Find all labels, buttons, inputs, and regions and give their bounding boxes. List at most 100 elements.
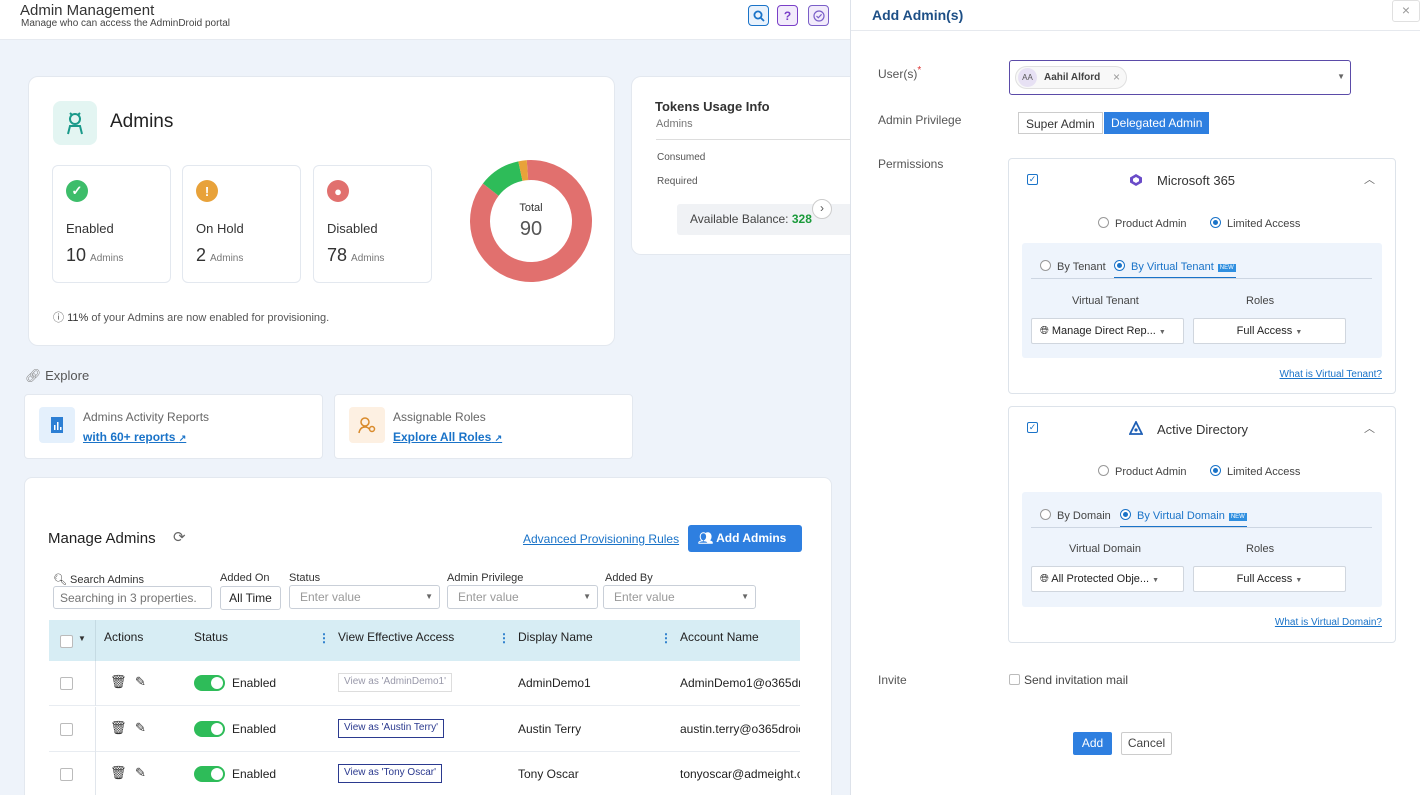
new-badge: NEW — [1228, 513, 1247, 521]
stat-enabled[interactable]: ✓ Enabled 10 Admins — [52, 165, 171, 283]
limited-access-radio[interactable]: Limited Access — [1210, 465, 1300, 478]
search-input[interactable] — [53, 586, 212, 609]
status-toggle[interactable] — [194, 675, 225, 691]
donut-segment-on-hold[interactable] — [518, 160, 529, 181]
explore-item-roles[interactable]: Assignable Roles Explore All Roles ↗ — [334, 394, 633, 459]
donut-segment-disabled[interactable] — [470, 160, 592, 282]
tab-by-virtual-domain[interactable]: By Virtual Domain NEW — [1120, 509, 1247, 528]
status-select[interactable]: Enter value ▼ — [289, 585, 440, 609]
select-all-checkbox[interactable] — [60, 635, 73, 648]
status-toggle[interactable] — [194, 766, 225, 782]
delete-icon[interactable]: 🗑︎ — [110, 674, 127, 689]
provisioning-note: ⓘ 11% of your Admins are now enabled for… — [53, 309, 329, 325]
roles-link[interactable]: Explore All Roles ↗ — [393, 430, 502, 444]
add-users-icon: 👥︎ — [698, 531, 714, 545]
divider — [95, 620, 96, 661]
row-checkbox[interactable] — [60, 677, 73, 690]
add-admins-button[interactable]: 👥︎ Add Admins — [688, 525, 802, 552]
divider — [1031, 278, 1372, 279]
column-header[interactable]: Display Name — [518, 630, 593, 644]
delete-icon[interactable]: 🗑︎ — [110, 719, 127, 735]
stat-on-hold[interactable]: ! On Hold 2 Admins — [182, 165, 301, 283]
column-header[interactable]: View Effective Access — [338, 630, 455, 644]
limited-access-radio[interactable]: Limited Access — [1210, 217, 1300, 230]
added-on-select[interactable]: All Time — [220, 586, 281, 610]
chevron-up-icon[interactable]: ︿ — [1364, 423, 1375, 435]
added-by-select[interactable]: Enter value ▼ — [603, 585, 756, 609]
roles-select[interactable]: Full Access ▼ — [1193, 318, 1346, 344]
column-menu-icon[interactable]: ⋮ — [498, 631, 510, 645]
explore-item-title: Assignable Roles — [393, 410, 486, 424]
row-checkbox[interactable] — [60, 768, 73, 781]
added-by-label: Added By — [605, 572, 653, 584]
caret-down-icon[interactable]: ▼ — [1337, 72, 1345, 81]
delegated-admin-option[interactable]: Delegated Admin — [1104, 112, 1210, 134]
caret-down-icon[interactable]: ▼ — [78, 634, 86, 643]
add-button[interactable]: Add — [1073, 732, 1112, 755]
edit-icon[interactable]: ✎ — [135, 765, 146, 780]
status-text: Enabled — [232, 721, 277, 736]
tab-by-virtual-tenant[interactable]: By Virtual Tenant NEW — [1114, 260, 1236, 279]
caret-down-icon: ▼ — [1295, 577, 1303, 584]
remove-chip-icon[interactable]: × — [1113, 70, 1121, 84]
stat-disabled[interactable]: ● Disabled 78 Admins — [313, 165, 432, 283]
product-admin-radio[interactable]: Product Admin — [1098, 465, 1187, 478]
account-name: tonyoscar@admeight.c — [680, 767, 800, 781]
help-button[interactable]: ? — [777, 5, 798, 26]
view-as-button[interactable]: View as 'AdminDemo1' — [338, 673, 453, 692]
admins-summary-card: Admins ✓ Enabled 10 Admins ! On Hold 2 Adm… — [28, 76, 615, 346]
divider — [95, 661, 96, 706]
explore-item-reports[interactable]: Admins Activity Reports with 60+ reports… — [24, 394, 323, 459]
radio-icon — [1210, 465, 1221, 476]
column-menu-icon[interactable]: ⋮ — [318, 631, 330, 645]
users-select[interactable]: AA Aahil Alford × ▼ — [1009, 60, 1351, 95]
view-as-button[interactable]: View as 'Austin Terry' — [338, 718, 445, 738]
what-is-virtual-domain-link[interactable]: What is Virtual Domain? — [1274, 617, 1382, 628]
column-header[interactable]: Status — [194, 630, 229, 644]
balance-value: 328 — [791, 212, 812, 226]
tasks-button[interactable] — [808, 5, 829, 26]
section-checkbox[interactable]: ✓ — [1027, 422, 1038, 433]
section-checkbox[interactable]: ✓ — [1027, 174, 1038, 185]
close-icon: × — [1401, 2, 1411, 18]
users-label: User(s)* — [878, 65, 921, 81]
tab-by-domain[interactable]: By Domain — [1040, 509, 1111, 522]
search-icon — [753, 10, 765, 22]
tokens-card: Tokens Usage Info Admins Consumed Requir… — [631, 76, 861, 255]
status-toggle[interactable] — [194, 720, 225, 737]
search-button[interactable] — [748, 5, 769, 26]
column-header: Actions — [104, 630, 144, 644]
roles-select[interactable]: Full Access ▼ — [1193, 566, 1346, 592]
privilege-select[interactable]: Enter value ▼ — [447, 585, 598, 609]
account-name: AdminDemo1@o365dr — [680, 676, 800, 690]
disabled-icon: ● — [327, 180, 349, 202]
virtual-tenant-select[interactable]: 🌐︎ Manage Direct Rep... ▼ — [1031, 318, 1184, 344]
what-is-virtual-tenant-link[interactable]: What is Virtual Tenant? — [1279, 369, 1382, 380]
super-admin-option[interactable]: Super Admin — [1018, 112, 1103, 134]
cancel-button[interactable]: Cancel — [1121, 732, 1172, 755]
column-header[interactable]: Account Name — [680, 630, 759, 644]
stat-number: 2 — [196, 245, 207, 265]
page-subtitle: Manage who can access the AdminDroid por… — [21, 18, 231, 29]
view-as-button[interactable]: View as 'Tony Oscar' — [338, 764, 443, 783]
page-header: Admin Management Manage who can access t… — [0, 0, 850, 40]
send-invitation-checkbox[interactable]: Send invitation mail — [1009, 673, 1128, 687]
tab-by-tenant[interactable]: By Tenant — [1040, 260, 1106, 273]
close-button[interactable]: × — [1392, 0, 1420, 22]
donut-segment-enabled[interactable] — [482, 161, 523, 196]
edit-icon[interactable]: ✎ — [135, 719, 146, 735]
virtual-domain-select[interactable]: 🌐︎ All Protected Obje... ▼ — [1031, 566, 1184, 592]
report-icon — [39, 407, 75, 443]
row-checkbox[interactable] — [60, 722, 73, 736]
edit-icon[interactable]: ✎ — [135, 674, 146, 689]
search-icon: 🔍︎ — [53, 574, 67, 586]
next-arrow-button[interactable]: › — [812, 199, 832, 219]
chevron-up-icon[interactable]: ︿ — [1364, 174, 1375, 186]
delete-icon[interactable]: 🗑︎ — [110, 765, 127, 780]
product-admin-radio[interactable]: Product Admin — [1098, 217, 1187, 230]
added-on-label: Added On — [220, 572, 270, 584]
column-menu-icon[interactable]: ⋮ — [660, 631, 672, 645]
refresh-icon[interactable]: ⟳ — [173, 529, 186, 546]
reports-link[interactable]: with 60+ reports ↗ — [83, 430, 186, 444]
advanced-rules-link[interactable]: Advanced Provisioning Rules — [523, 532, 680, 546]
